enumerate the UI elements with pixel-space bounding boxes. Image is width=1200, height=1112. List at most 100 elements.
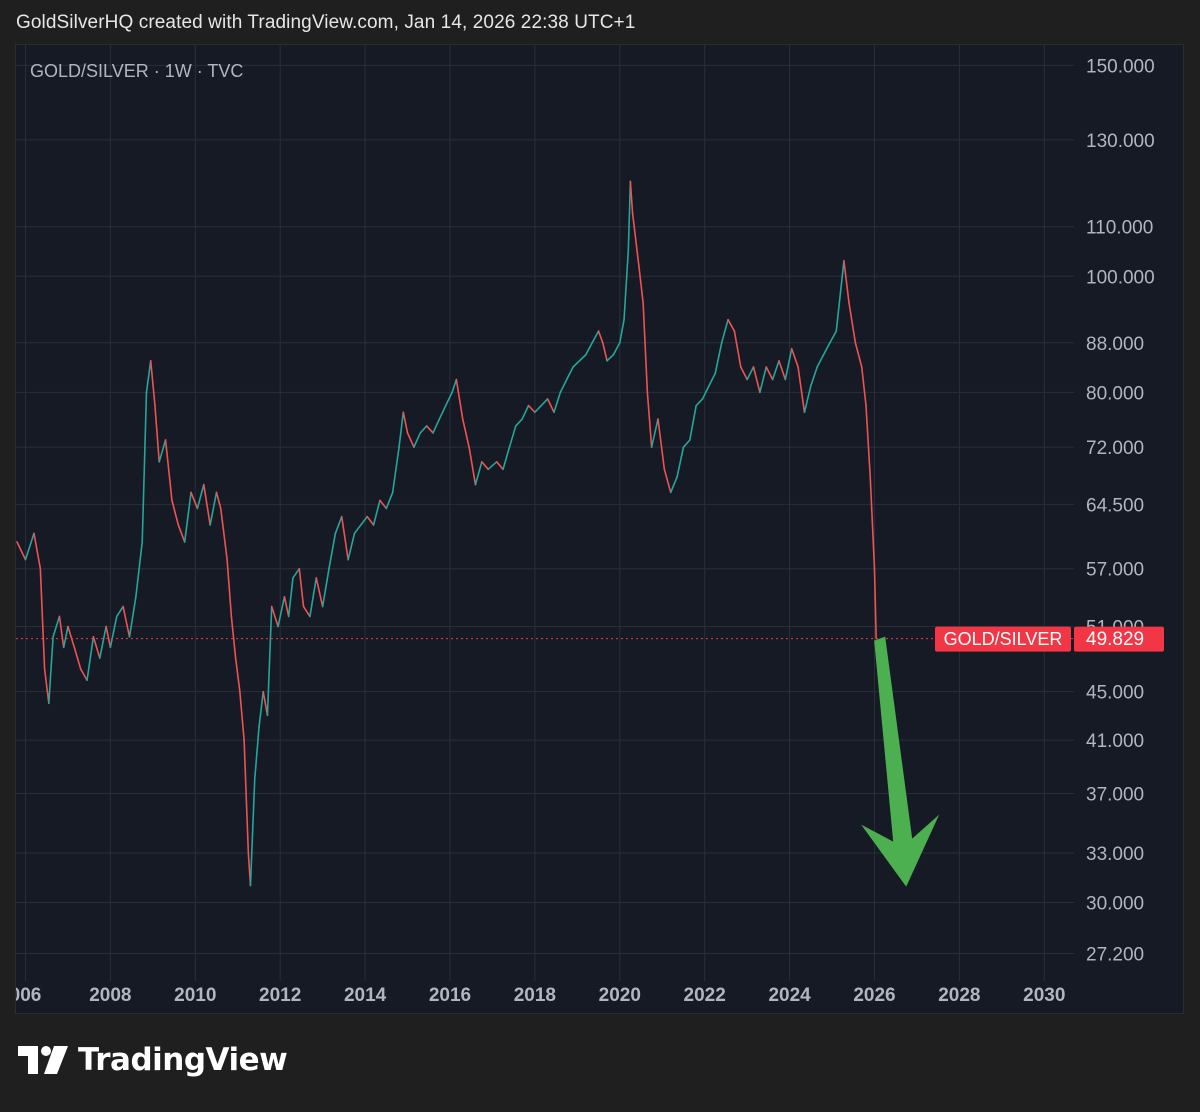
y-tick-label: 57.000 — [1086, 560, 1144, 581]
price-segment — [810, 366, 818, 387]
price-segment — [514, 418, 523, 427]
price-segment — [502, 446, 511, 471]
price-segment — [854, 341, 863, 368]
price-segment — [128, 596, 137, 638]
symbol-tag-background — [935, 626, 1071, 652]
price-segment — [219, 507, 228, 561]
price-segment — [385, 491, 394, 510]
x-tick-label: 2024 — [768, 985, 811, 1006]
price-segment — [627, 180, 632, 252]
x-tick-label: 2012 — [259, 985, 301, 1006]
y-tick-label: 88.000 — [1086, 334, 1144, 355]
price-segment — [372, 499, 381, 526]
x-tick-label: 2030 — [1023, 985, 1065, 1006]
price-segment — [406, 432, 415, 448]
tradingview-logo-icon — [18, 1046, 68, 1074]
price-segment — [283, 596, 290, 618]
price-segment — [115, 605, 124, 618]
price-segment — [321, 567, 330, 608]
price-segment — [149, 360, 156, 407]
price-segment — [141, 391, 148, 543]
time-axis: 006 2008 2010 2012 2014 2016 2018 2020 2022 2024 2… — [16, 985, 1065, 1006]
price-segment — [315, 577, 324, 608]
price-segment — [444, 391, 453, 407]
price-segment — [597, 330, 604, 344]
price-segment — [145, 360, 152, 394]
price-segment — [432, 418, 441, 434]
price-segment — [262, 690, 269, 717]
tradingview-logo: TradingView — [18, 1042, 288, 1078]
price-segment — [366, 515, 375, 526]
price-segment — [778, 360, 787, 381]
price-segment — [79, 668, 88, 682]
price-segment — [438, 404, 447, 420]
price-segment — [239, 690, 245, 741]
price-segment — [657, 418, 666, 471]
price-segment — [816, 353, 825, 368]
price-segment — [135, 541, 144, 598]
y-tick-label: 37.000 — [1086, 784, 1144, 805]
price-segment — [109, 615, 118, 649]
y-tick-label: 80.000 — [1086, 383, 1144, 404]
price-segment — [873, 567, 877, 640]
price-segment — [16, 541, 27, 561]
symbol-tag-label: GOLD/SILVER — [944, 629, 1063, 649]
price-segment — [739, 366, 748, 381]
price-segment — [48, 636, 54, 705]
price-segment — [822, 341, 831, 356]
price-segment — [481, 461, 489, 471]
y-tick-label: 30.000 — [1086, 894, 1144, 915]
price-segment — [646, 391, 653, 448]
price-segment — [676, 446, 685, 478]
price-segment — [171, 499, 180, 526]
price-segment — [249, 778, 256, 887]
price-segment — [277, 596, 286, 628]
price-segment — [67, 625, 76, 649]
price-segment — [451, 378, 458, 394]
price-segment — [727, 318, 736, 332]
x-tick-label: 2016 — [429, 985, 471, 1006]
price-segment — [553, 391, 562, 414]
price-segment — [402, 411, 409, 434]
y-tick-label: 41.000 — [1086, 731, 1144, 752]
y-tick-label: 100.000 — [1086, 267, 1155, 288]
price-series — [16, 180, 877, 887]
price-segment — [58, 615, 65, 649]
price-segment — [591, 330, 600, 344]
y-tick-label: 27.200 — [1086, 945, 1144, 966]
price-segment — [154, 404, 161, 463]
price-segment — [638, 265, 644, 304]
price-segment — [24, 532, 35, 561]
x-tick-label: 2020 — [599, 985, 641, 1006]
price-segment — [196, 483, 205, 510]
price-segment — [398, 411, 405, 448]
y-tick-label: 150.000 — [1086, 56, 1155, 77]
x-tick-label: 2008 — [89, 985, 131, 1006]
chart-panel[interactable]: 150.000 130.000 110.000 100.000 88.000 80.000… — [15, 44, 1184, 1014]
price-segment — [92, 636, 101, 659]
x-tick-label: 2018 — [514, 985, 556, 1006]
current-price-background — [1074, 626, 1164, 652]
price-segment — [379, 499, 388, 510]
price-segment — [215, 491, 222, 510]
x-tick-label: 006 — [16, 985, 41, 1006]
price-segment — [309, 577, 318, 618]
price-segment — [487, 461, 498, 471]
y-tick-label: 72.000 — [1086, 438, 1144, 459]
price-segment — [122, 605, 131, 638]
price-segment — [43, 668, 50, 705]
y-tick-label: 64.500 — [1086, 495, 1144, 516]
x-tick-label: 2014 — [344, 985, 387, 1006]
price-segment — [669, 476, 678, 494]
price-segment — [243, 739, 250, 854]
price-segment — [230, 615, 237, 659]
price-segment — [253, 726, 260, 781]
price-segment — [631, 211, 640, 267]
price-segment — [565, 366, 574, 381]
price-segment — [869, 476, 876, 570]
price-segment — [105, 625, 112, 649]
down-arrow-annotation — [861, 636, 940, 887]
price-segment — [508, 425, 517, 448]
price-segment — [540, 398, 549, 407]
price-chart[interactable]: 150.000 130.000 110.000 100.000 88.000 80.000… — [16, 45, 1184, 1014]
